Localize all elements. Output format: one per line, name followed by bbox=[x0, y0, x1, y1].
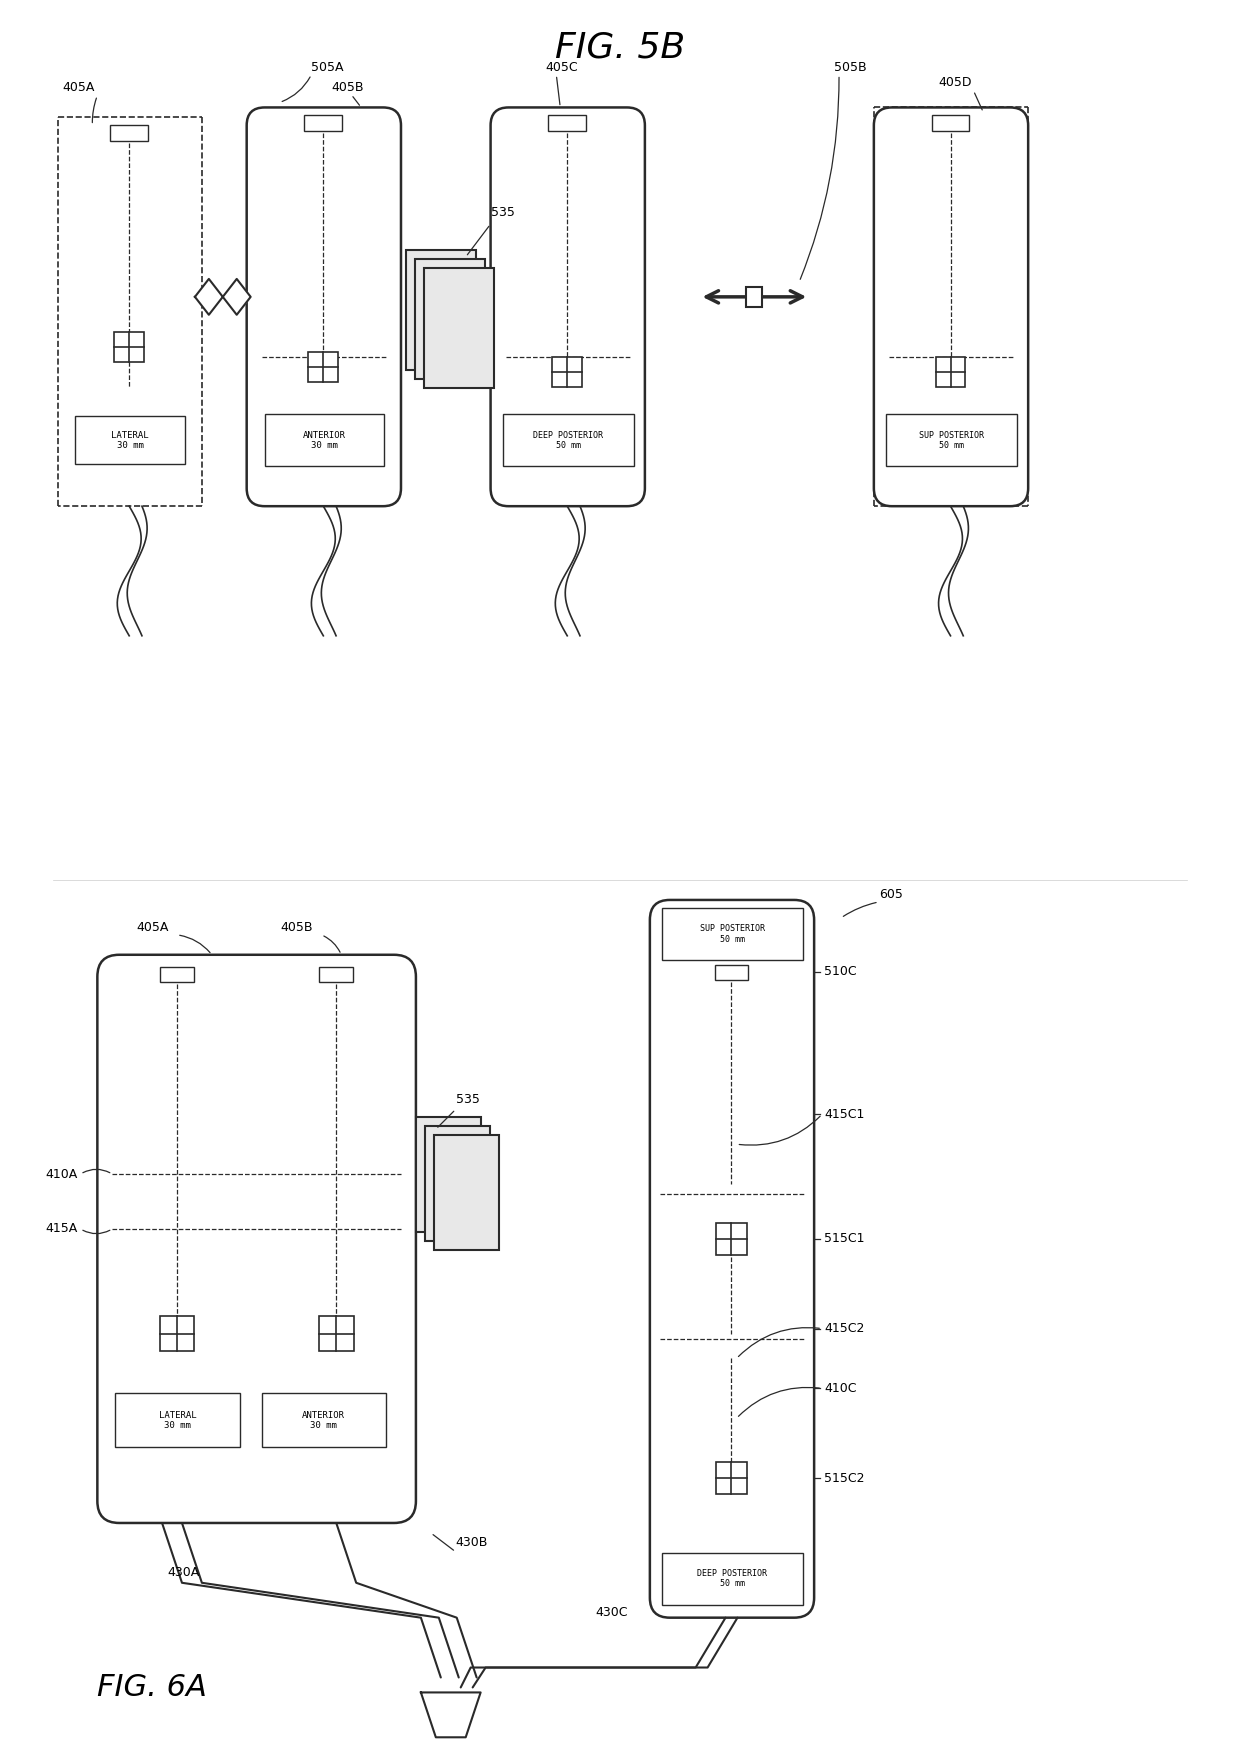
Text: 515C1: 515C1 bbox=[825, 1232, 864, 1245]
Text: LATERAL
30 mm: LATERAL 30 mm bbox=[112, 430, 149, 450]
Text: FIG. 6A: FIG. 6A bbox=[98, 1673, 207, 1701]
Bar bbox=[160, 1317, 195, 1350]
Bar bbox=[425, 1127, 490, 1241]
Bar bbox=[434, 1135, 498, 1250]
Text: 405B: 405B bbox=[331, 81, 363, 93]
Bar bbox=[262, 1393, 386, 1447]
Text: 505A: 505A bbox=[311, 62, 343, 74]
Text: 430B: 430B bbox=[456, 1536, 489, 1550]
Bar bbox=[405, 250, 476, 370]
Bar bbox=[502, 414, 634, 465]
Text: ANTERIOR
30 mm: ANTERIOR 30 mm bbox=[303, 430, 346, 450]
Bar bbox=[715, 1224, 748, 1255]
Bar bbox=[76, 416, 185, 464]
Bar bbox=[885, 414, 1017, 465]
Bar bbox=[264, 414, 384, 465]
Bar bbox=[931, 115, 970, 132]
Bar bbox=[110, 125, 148, 141]
Text: SUP POSTERIOR
50 mm: SUP POSTERIOR 50 mm bbox=[919, 430, 985, 450]
Bar bbox=[935, 356, 966, 386]
FancyBboxPatch shape bbox=[874, 108, 1028, 506]
Text: 405B: 405B bbox=[280, 922, 312, 934]
Bar bbox=[115, 1393, 239, 1447]
Text: 410C: 410C bbox=[825, 1382, 857, 1395]
Text: 415C2: 415C2 bbox=[825, 1322, 864, 1335]
Bar bbox=[424, 268, 494, 388]
Bar bbox=[552, 356, 582, 386]
Bar bbox=[662, 1553, 804, 1604]
Text: 535: 535 bbox=[456, 1093, 480, 1105]
Text: 410A: 410A bbox=[45, 1167, 77, 1181]
Text: 535: 535 bbox=[491, 206, 515, 219]
Text: 430C: 430C bbox=[595, 1606, 627, 1618]
Bar bbox=[415, 259, 485, 379]
Bar bbox=[715, 1462, 748, 1493]
Polygon shape bbox=[420, 1692, 481, 1737]
Bar bbox=[114, 331, 144, 361]
Text: DEEP POSTERIOR
50 mm: DEEP POSTERIOR 50 mm bbox=[697, 1569, 768, 1588]
FancyBboxPatch shape bbox=[98, 956, 415, 1523]
FancyBboxPatch shape bbox=[491, 108, 645, 506]
Text: FIG. 5B: FIG. 5B bbox=[556, 30, 684, 65]
Text: 510C: 510C bbox=[825, 964, 857, 978]
Text: 405C: 405C bbox=[546, 62, 578, 74]
Text: LATERAL
30 mm: LATERAL 30 mm bbox=[159, 1410, 196, 1430]
Text: 415C1: 415C1 bbox=[825, 1107, 864, 1121]
Text: DEEP POSTERIOR
50 mm: DEEP POSTERIOR 50 mm bbox=[533, 430, 603, 450]
Text: 505B: 505B bbox=[835, 62, 867, 74]
Bar bbox=[319, 1317, 353, 1350]
Text: 605: 605 bbox=[879, 889, 903, 901]
Text: 405A: 405A bbox=[136, 922, 169, 934]
Text: SUP POSTERIOR
50 mm: SUP POSTERIOR 50 mm bbox=[701, 924, 765, 943]
Polygon shape bbox=[223, 279, 250, 316]
Bar bbox=[305, 115, 342, 132]
Text: 515C2: 515C2 bbox=[825, 1472, 864, 1484]
Bar bbox=[746, 287, 763, 307]
Text: 415A: 415A bbox=[45, 1222, 77, 1236]
Text: 430A: 430A bbox=[167, 1566, 200, 1580]
FancyBboxPatch shape bbox=[247, 108, 401, 506]
Bar bbox=[415, 1118, 481, 1232]
Text: 405D: 405D bbox=[939, 76, 972, 88]
Text: 405A: 405A bbox=[62, 81, 95, 93]
Bar bbox=[320, 966, 353, 982]
Text: ANTERIOR
30 mm: ANTERIOR 30 mm bbox=[303, 1410, 345, 1430]
Bar bbox=[714, 964, 749, 980]
Bar bbox=[309, 351, 339, 381]
Polygon shape bbox=[195, 279, 223, 316]
Bar bbox=[662, 908, 804, 959]
Bar bbox=[160, 966, 193, 982]
FancyBboxPatch shape bbox=[650, 899, 815, 1618]
Bar bbox=[548, 115, 587, 132]
